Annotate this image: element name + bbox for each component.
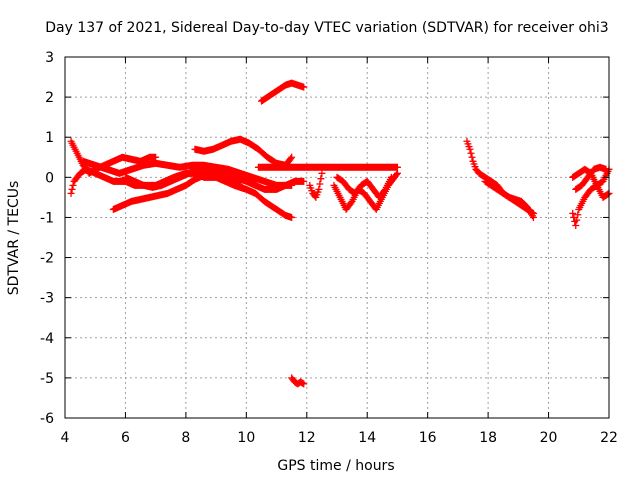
series-arc-8 <box>288 374 308 388</box>
series-arc-7 <box>257 79 308 105</box>
data-point <box>392 171 400 179</box>
x-axis-label: GPS time / hours <box>277 458 394 474</box>
data-point <box>317 175 325 183</box>
data-point <box>466 145 474 153</box>
x-tick-label: 20 <box>540 430 558 446</box>
data-point <box>235 181 243 189</box>
x-tick-label: 14 <box>358 430 376 446</box>
series-arc-5 <box>121 165 244 191</box>
data-point <box>604 190 612 198</box>
data-point <box>602 165 610 173</box>
data-point <box>152 153 160 161</box>
y-tick-label: -6 <box>40 411 54 427</box>
data-point <box>387 173 395 181</box>
x-tick-label: 6 <box>121 430 130 446</box>
data-point <box>288 213 296 221</box>
x-tick-label: 4 <box>61 430 70 446</box>
y-tick-label: -4 <box>40 331 54 347</box>
data-point <box>236 181 244 189</box>
y-tick-label: -5 <box>40 371 54 387</box>
data-point <box>569 209 577 217</box>
data-point <box>287 155 295 163</box>
series-arc-10 <box>330 169 401 213</box>
data-point <box>573 216 581 224</box>
chart-title: Day 137 of 2021, Sidereal Day-to-day VTE… <box>45 20 608 36</box>
y-axis-label: SDTVAR / TECUs <box>6 181 22 296</box>
data-point <box>393 169 401 177</box>
y-tick-label: -1 <box>40 210 54 226</box>
data-point <box>67 189 75 197</box>
series-arc-16 <box>572 163 610 193</box>
data-point <box>68 185 76 193</box>
data-point <box>316 180 324 188</box>
x-tick-label: 16 <box>419 430 437 446</box>
data-point <box>574 211 582 219</box>
data-point <box>467 149 475 157</box>
data-point <box>315 185 323 193</box>
x-tick-label: 8 <box>181 430 190 446</box>
y-tick-label: -2 <box>40 251 54 267</box>
x-tick-label: 22 <box>600 430 618 446</box>
data-point <box>69 181 77 189</box>
y-tick-label: 1 <box>45 130 54 146</box>
grid <box>65 57 609 418</box>
data-point <box>300 177 308 185</box>
y-tick-label: 2 <box>45 90 54 106</box>
series-arc-9 <box>306 169 326 201</box>
data-point <box>299 379 307 387</box>
x-tick-label: 10 <box>237 430 255 446</box>
x-tick-label: 12 <box>298 430 316 446</box>
data-point <box>468 153 476 161</box>
data-point <box>393 163 401 171</box>
series-isolated <box>254 163 401 171</box>
plot-frame <box>64 56 610 419</box>
y-tick-label: 3 <box>45 50 54 66</box>
data-point <box>528 212 536 220</box>
data-point <box>572 221 580 229</box>
data-point <box>288 153 296 161</box>
data-point <box>529 213 537 221</box>
data-points <box>67 79 613 388</box>
series-arc-13 <box>481 177 537 221</box>
series-arc-4 <box>109 169 308 213</box>
y-tick-label: -3 <box>40 291 54 307</box>
data-point <box>300 83 308 91</box>
x-tick-label: 18 <box>479 430 497 446</box>
data-point <box>318 169 326 177</box>
series-arc-11 <box>333 173 395 201</box>
data-point <box>300 380 308 388</box>
y-tick-label: 0 <box>45 170 54 186</box>
